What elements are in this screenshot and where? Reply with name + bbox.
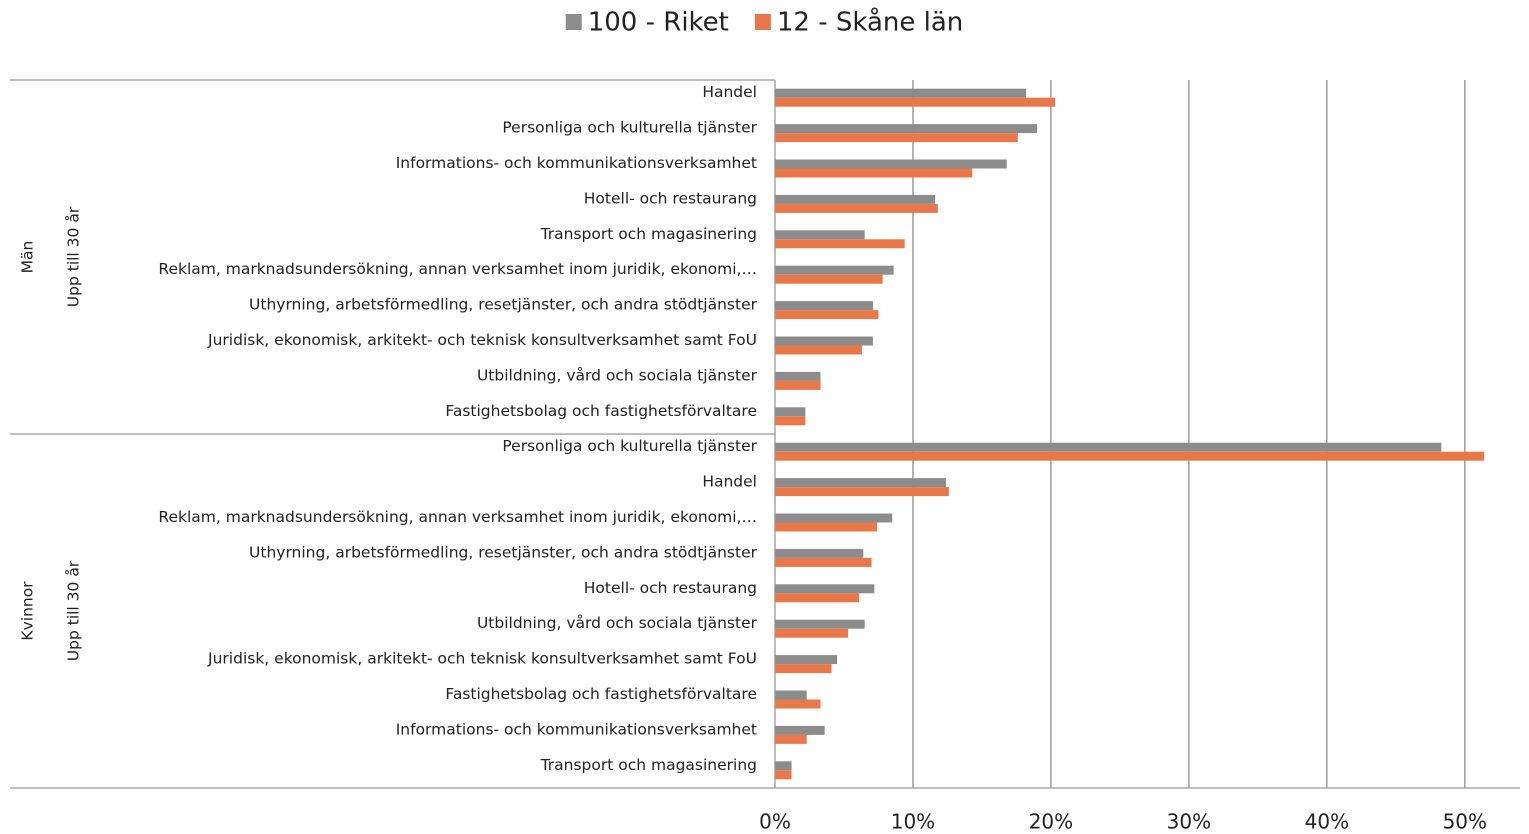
bar bbox=[775, 265, 894, 275]
category-label: Transport och magasinering bbox=[540, 756, 757, 774]
bar bbox=[775, 770, 792, 780]
bar bbox=[775, 301, 873, 311]
bar bbox=[775, 168, 973, 178]
bar bbox=[775, 664, 832, 674]
category-label: Handel bbox=[702, 83, 757, 101]
bar bbox=[775, 274, 883, 284]
x-tick-label: 40% bbox=[1305, 810, 1349, 834]
subgroup-label: Upp till 30 år bbox=[65, 206, 83, 307]
category-label: Hotell- och restaurang bbox=[584, 579, 757, 597]
x-tick-label: 10% bbox=[891, 810, 935, 834]
bar bbox=[775, 345, 862, 355]
category-label: Juridisk, ekonomisk, arkitekt- och tekni… bbox=[207, 650, 757, 668]
bar bbox=[775, 97, 1056, 107]
subgroup-label: Upp till 30 år bbox=[65, 560, 83, 661]
bar bbox=[775, 557, 872, 567]
bar bbox=[775, 513, 893, 523]
bar bbox=[775, 159, 1007, 169]
group-label: Män bbox=[19, 241, 37, 274]
bar bbox=[775, 593, 860, 603]
legend: 100 - Riket 12 - Skåne län bbox=[565, 7, 963, 38]
bar bbox=[775, 522, 878, 532]
x-tick-label: 0% bbox=[759, 810, 791, 834]
category-label: Handel bbox=[702, 473, 757, 491]
bar bbox=[775, 725, 825, 735]
category-label: Hotell- och restaurang bbox=[584, 189, 757, 207]
category-label: Informations- och kommunikationsverksamh… bbox=[396, 154, 757, 172]
x-tick-label: 30% bbox=[1167, 810, 1211, 834]
legend-label: 12 - Skåne län bbox=[777, 7, 963, 38]
bar bbox=[775, 451, 1485, 461]
bar bbox=[775, 655, 838, 665]
bar bbox=[775, 380, 821, 390]
bar bbox=[775, 88, 1027, 98]
bar bbox=[775, 487, 949, 497]
bar bbox=[775, 628, 849, 638]
category-label: Transport och magasinering bbox=[540, 225, 757, 243]
category-label: Utbildning, vård och sociala tjänster bbox=[477, 614, 758, 632]
bar bbox=[775, 416, 806, 426]
category-label: Fastighetsbolag och fastighetsförvaltare bbox=[445, 402, 757, 420]
bar bbox=[775, 310, 879, 320]
bar bbox=[775, 203, 938, 213]
bar bbox=[775, 124, 1038, 134]
bar bbox=[775, 133, 1018, 143]
bar bbox=[775, 619, 865, 629]
legend-swatch bbox=[754, 14, 771, 30]
bar bbox=[775, 690, 807, 700]
bar bbox=[775, 699, 821, 709]
bar bbox=[775, 239, 905, 249]
category-label: Reklam, marknadsundersökning, annan verk… bbox=[158, 260, 757, 278]
x-tick-label: 20% bbox=[1029, 810, 1073, 834]
bar bbox=[775, 407, 806, 417]
bar bbox=[775, 230, 865, 240]
bar bbox=[775, 442, 1442, 452]
bar bbox=[775, 371, 821, 381]
bar bbox=[775, 734, 807, 744]
bar bbox=[775, 336, 873, 346]
x-tick-label: 50% bbox=[1443, 810, 1487, 834]
category-label: Utbildning, vård och sociala tjänster bbox=[477, 366, 758, 384]
bar bbox=[775, 761, 792, 771]
category-label: Fastighetsbolag och fastighetsförvaltare bbox=[445, 685, 757, 703]
bar bbox=[775, 584, 875, 594]
category-label: Personliga och kulturella tjänster bbox=[502, 119, 757, 137]
legend-label: 100 - Riket bbox=[588, 8, 729, 38]
category-label: Uthyrning, arbetsförmedling, resetjänste… bbox=[249, 543, 758, 561]
category-label: Uthyrning, arbetsförmedling, resetjänste… bbox=[249, 296, 758, 314]
legend-swatch bbox=[565, 14, 582, 30]
bar bbox=[775, 478, 947, 488]
group-label: Kvinnor bbox=[19, 581, 37, 641]
category-label: Informations- och kommunikationsverksamh… bbox=[396, 720, 757, 738]
bar bbox=[775, 194, 936, 204]
bar bbox=[775, 548, 864, 558]
category-label: Juridisk, ekonomisk, arkitekt- och tekni… bbox=[207, 331, 757, 349]
category-label: Personliga och kulturella tjänster bbox=[502, 437, 757, 455]
category-label: Reklam, marknadsundersökning, annan verk… bbox=[158, 508, 757, 526]
